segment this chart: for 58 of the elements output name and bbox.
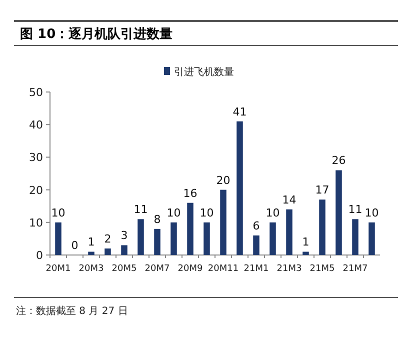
data-label: 0 [71, 239, 78, 252]
y-tick-label: 20 [29, 184, 43, 197]
bar [319, 200, 326, 255]
bar [121, 245, 128, 255]
data-label: 11 [348, 203, 362, 216]
bar [187, 202, 194, 255]
x-tick-label: 20M7 [144, 264, 170, 274]
data-label: 8 [154, 212, 161, 226]
bar [236, 121, 243, 255]
data-label: 26 [332, 154, 346, 168]
data-label: 10 [200, 206, 214, 220]
bar [286, 209, 292, 255]
data-label: 1 [88, 236, 95, 249]
bar [253, 235, 260, 255]
bar [270, 222, 276, 255]
data-label: 17 [315, 184, 330, 197]
x-tick-label: 20M9 [178, 264, 203, 274]
data-label: 20 [216, 174, 230, 187]
x-tick-label: 20M3 [78, 264, 104, 274]
chart-title: 图 10：逐月机队引进数量 [20, 26, 173, 42]
x-tick-label: 21M3 [276, 264, 302, 274]
bar [88, 252, 94, 255]
x-tick-label: 20M5 [112, 264, 137, 274]
data-label: 1 [302, 236, 310, 249]
data-label: 10 [364, 206, 379, 220]
data-label: 10 [166, 206, 181, 220]
y-tick-label: 50 [29, 86, 43, 99]
bar [154, 228, 160, 255]
x-tick-label: 21M1 [244, 264, 269, 274]
data-label: 10 [266, 206, 280, 220]
y-tick-label: 40 [29, 118, 43, 132]
bar [220, 190, 226, 255]
x-tick-label: 20M11 [208, 264, 239, 274]
bar [368, 222, 375, 255]
data-label: 41 [232, 105, 247, 118]
bar [104, 248, 111, 255]
bar [302, 252, 309, 255]
x-tick-label: 20M1 [46, 264, 71, 274]
y-tick-label: 10 [29, 216, 43, 230]
bar [138, 219, 144, 255]
bar [352, 219, 358, 255]
x-tick-label: 21M5 [310, 264, 335, 274]
data-label: 3 [120, 229, 128, 242]
y-tick-label: 0 [36, 249, 43, 262]
bar [170, 222, 177, 255]
data-label: 14 [282, 193, 296, 206]
x-tick-label: 21M7 [342, 264, 368, 274]
bar [55, 222, 62, 255]
bar [204, 222, 210, 255]
data-label: 16 [183, 186, 198, 200]
text: 注：数据截至 8 月 27 日 [16, 305, 128, 317]
bar [336, 170, 342, 255]
data-label: 11 [134, 203, 148, 216]
data-label: 6 [252, 219, 260, 232]
legend-label: 引进飞机数量 [174, 66, 234, 78]
data-label: 10 [51, 206, 66, 220]
y-tick-label: 30 [29, 151, 43, 164]
data-label: 2 [104, 232, 112, 246]
